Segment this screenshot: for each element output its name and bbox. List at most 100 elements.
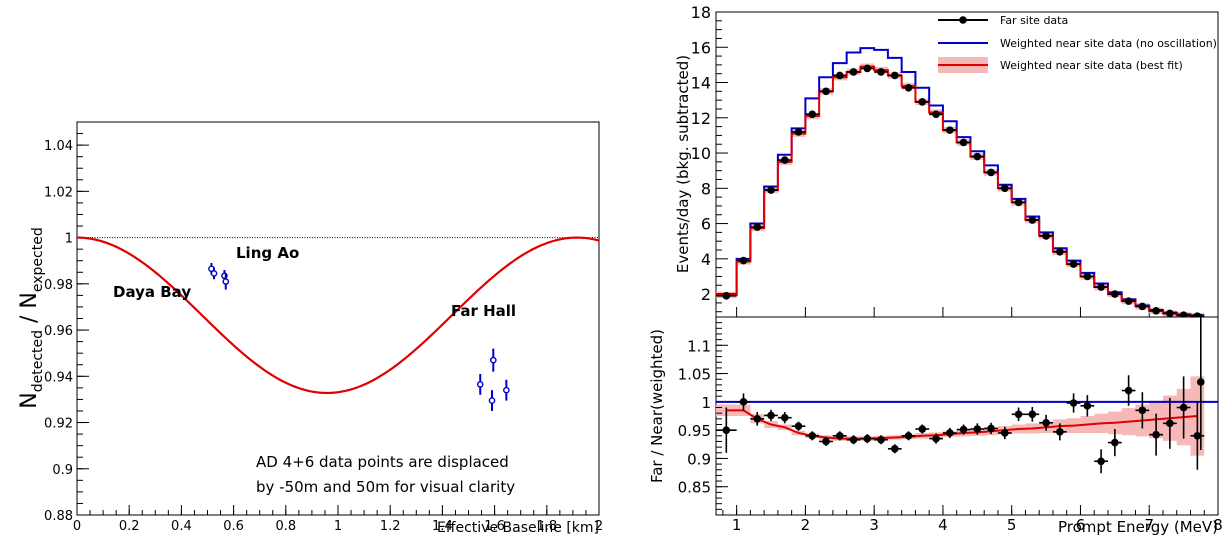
ratio-point [777, 412, 792, 424]
ratio-point [942, 427, 957, 439]
ratio-marker [904, 432, 913, 440]
ratio-point [956, 424, 971, 435]
left-x-tick-label: 1 [334, 519, 342, 534]
ratio-point [984, 422, 998, 435]
far-site-point [750, 223, 765, 231]
left-axis-ticks: 0 0.2 0.4 0.6 0.8 1 1.2 1.4 1.6 1.8 2 0.88 0.9 0.92 0.… [44, 121, 603, 534]
far-site-marker [1166, 309, 1174, 318]
legend-best-fit: Weighted near site data (best fit) [1000, 59, 1183, 72]
ratio-marker [1069, 399, 1078, 407]
note-line-2: by -50m and 50m for visual clarity [256, 478, 515, 496]
ratio-marker [722, 426, 731, 434]
far-site-marker [780, 156, 789, 164]
left-x-axis-label: Effective Baseline [km] [437, 520, 599, 536]
far-site-point [805, 110, 820, 119]
left-x-tick-label: 1.4 [432, 519, 453, 534]
left-data-point [222, 273, 230, 290]
ratio-marker [1083, 402, 1092, 410]
bottom-y-tick-label: 1.1 [687, 337, 711, 355]
ratio-point [736, 393, 751, 411]
legend-far-marker [959, 16, 967, 24]
spectrum-chart: 2 4 6 8 10 12 14 16 18 Far site data Weighted ne… [674, 3, 1219, 320]
label-ling-ao: Ling Ao [236, 244, 299, 262]
top-y-tick-label: 14 [691, 74, 711, 93]
far-site-marker [877, 68, 885, 76]
far-site-marker [1138, 302, 1147, 311]
ratio-marker [822, 437, 830, 446]
ratio-point [997, 426, 1012, 440]
ratio-point [1011, 407, 1026, 422]
far-site-point [1135, 302, 1150, 311]
left-data-point [488, 390, 496, 411]
far-site-point [1011, 198, 1026, 207]
far-site-point [1066, 260, 1081, 268]
far-site-point [1149, 307, 1163, 315]
far-site-marker [1056, 247, 1064, 256]
bottom-y-tick-label: 0.85 [678, 479, 711, 497]
top-y-tick-label: 2 [701, 285, 711, 304]
far-site-marker [1028, 216, 1037, 224]
left-y-tick-label: 0.88 [44, 509, 73, 524]
ratio-chart: 0.85 0.9 0.95 1 1.05 1.1 1 2 3 4 5 6 7 8 Prompt Energ… [648, 314, 1223, 536]
ratio-point [1176, 376, 1191, 439]
ratio-marker [1166, 419, 1174, 428]
ratio-marker [959, 425, 968, 434]
ratio-marker [1042, 418, 1050, 427]
far-site-point [791, 128, 806, 136]
ratio-points [716, 314, 1205, 474]
far-site-point [764, 186, 778, 194]
ratio-marker [890, 445, 899, 453]
ratio-marker [1014, 410, 1023, 419]
ratio-marker [1001, 429, 1009, 437]
far-site-marker [722, 292, 731, 300]
left-x-tick-label: 1.2 [380, 519, 401, 534]
top-y-tick-label: 6 [701, 215, 711, 234]
far-site-marker [1111, 290, 1119, 298]
ratio-marker [767, 411, 775, 420]
left-y-tick-label: 0.92 [44, 417, 73, 432]
ratio-marker [1179, 403, 1188, 412]
legend: Far site data Weighted near site data (n… [938, 14, 1217, 73]
ratio-marker [1138, 406, 1147, 415]
left-fit-curve [76, 236, 600, 395]
bottom-x-tick-label: 5 [1007, 516, 1017, 534]
far-site-point [777, 156, 792, 164]
left-point-marker [476, 381, 484, 388]
left-y-tick-label: 1.04 [44, 139, 73, 154]
far-site-marker [1124, 297, 1133, 305]
ratio-point [887, 444, 902, 454]
top-y-tick-label: 18 [691, 3, 711, 22]
far-site-marker [808, 110, 817, 119]
far-site-point [915, 98, 930, 106]
bottom-x-tick-label: 8 [1213, 516, 1223, 534]
left-y-tick-label: 1.02 [44, 185, 73, 200]
far-site-point [970, 152, 985, 161]
far-site-marker [904, 84, 913, 92]
left-y-tick-label: 0.9 [52, 463, 73, 478]
left-data-point [503, 379, 510, 401]
far-site-point [832, 71, 847, 80]
ratio-point [970, 423, 985, 435]
bottom-y-tick-label: 1 [701, 394, 711, 412]
left-x-tick-label: 0.2 [119, 519, 140, 534]
left-data-point [476, 373, 484, 395]
ratio-point [832, 431, 847, 441]
top-y-tick-label: 8 [701, 179, 711, 198]
far-site-point [887, 71, 902, 80]
left-y-axis-label: Ndetected / Nexpected [17, 227, 46, 408]
far-site-point [846, 68, 861, 76]
ratio-point [805, 431, 820, 441]
legend-far: Far site data [1000, 14, 1068, 27]
ratio-marker [739, 398, 748, 406]
left-plot-frame [76, 121, 600, 516]
far-site-point [1121, 297, 1136, 305]
far-site-marker [932, 110, 940, 119]
top-y-tick-label: 12 [691, 109, 711, 128]
ratio-marker [973, 425, 982, 433]
far-site-marker [890, 71, 899, 80]
label-daya-bay: Daya Bay [113, 283, 191, 301]
legend-no-osc: Weighted near site data (no oscillation) [1000, 37, 1217, 50]
ratio-point [716, 407, 737, 453]
ratio-point [1197, 314, 1205, 450]
ratio-point [1135, 392, 1150, 429]
